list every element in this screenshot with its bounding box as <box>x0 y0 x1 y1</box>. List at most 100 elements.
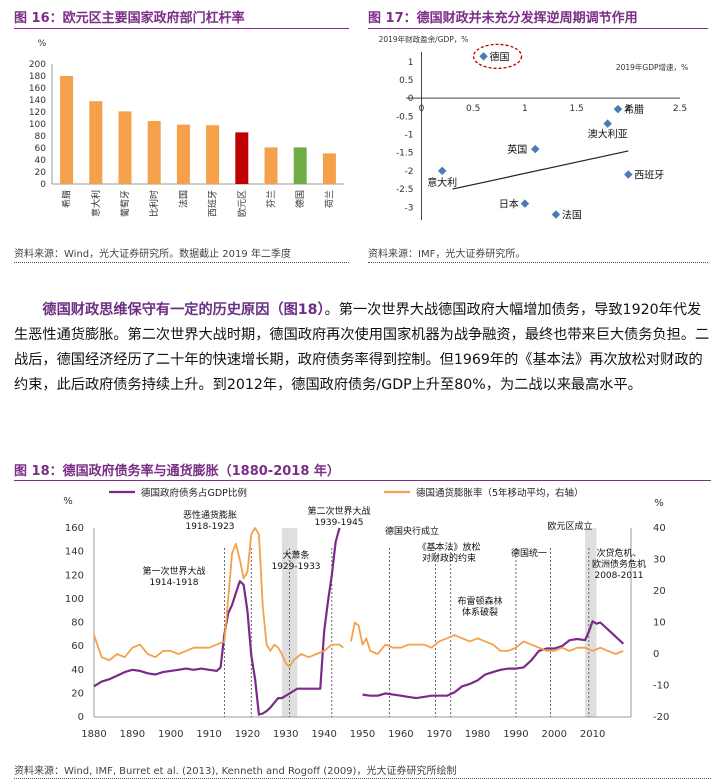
fig18-annotation: 1914-1918 <box>149 578 198 588</box>
fig17-y-tick: -2 <box>405 167 414 177</box>
fig17-y-tick: -0.5 <box>396 112 414 122</box>
fig16-bar-5 <box>176 124 190 184</box>
fig18-x-tick: 1970 <box>426 729 451 740</box>
fig16-bar-6 <box>206 125 220 184</box>
fig16-y-tick: 120 <box>29 108 46 118</box>
fig18-annotation: 1918-1923 <box>185 522 234 532</box>
fig16-y-tick: 80 <box>35 132 47 142</box>
fig17-y-tick: 0.5 <box>399 76 413 86</box>
fig16-category-label: 欧元区 <box>236 190 248 217</box>
fig17-point-1 <box>479 52 488 61</box>
fig18-annotation: 恶性通货膨胀 <box>183 509 237 521</box>
paragraph-lead: 德国财政思维保守有一定的历史原因（图18） <box>42 302 325 318</box>
fig17-point-label: 法国 <box>562 209 582 222</box>
fig17-point-label: 德国 <box>490 50 510 63</box>
fig16-y-tick: 160 <box>29 84 46 94</box>
fig18-x-tick: 1920 <box>235 729 260 740</box>
fig18-shaded-period-1 <box>281 528 298 717</box>
fig16-bar-8 <box>264 147 278 184</box>
fig16-category-label: 希腊 <box>61 190 73 208</box>
fig18-title: 图 18：德国政府债务率与通货膨胀（1880-2018 年） <box>14 464 340 479</box>
fig17-x-tick: 1 <box>522 104 528 114</box>
fig18-annotation: 布雷顿森林 <box>457 595 502 607</box>
fig17-source-rule <box>368 262 708 264</box>
fig18-x-tick: 1950 <box>350 729 375 740</box>
fig18-source-rule <box>14 778 711 780</box>
fig17-x-tick: 2.5 <box>673 104 687 114</box>
fig18-annotation: 体系破裂 <box>462 606 498 618</box>
fig16-bar-2 <box>89 101 103 184</box>
fig17-point-label: 意大利 <box>427 176 457 189</box>
fig17-title-rule <box>368 28 708 29</box>
fig16-y-tick: 200 <box>29 60 46 70</box>
fig16-category-label: 西班牙 <box>207 190 219 217</box>
fig17-point-5 <box>437 166 447 176</box>
fig18-right-tick: -10 <box>653 681 669 692</box>
fig16-y-unit: % <box>38 39 47 49</box>
fig18-left-tick: 140 <box>65 547 84 558</box>
fig18-x-tick: 1880 <box>81 729 106 740</box>
fig18-annotation: 德国统一 <box>511 547 547 559</box>
fig17-y-tick: -2.5 <box>396 185 414 195</box>
fig16-bar-3 <box>118 111 132 184</box>
fig18-annotation: 1929-1933 <box>271 562 320 572</box>
fig16-y-tick: 60 <box>35 144 47 154</box>
fig18-left-tick: 20 <box>71 688 84 699</box>
fig18-annotation: 欧洲债务危机 <box>592 558 646 570</box>
paragraph-body: 。第一次世界大战德国政府大幅增加债务，导致1920年代发生恶性通货膨胀。第二次世… <box>14 302 710 393</box>
fig17-point-label: 英国 <box>507 143 527 156</box>
fig18-right-tick: 40 <box>653 523 666 534</box>
fig18-left-tick: 60 <box>71 641 84 652</box>
fig18-right-tick: 0 <box>653 649 659 660</box>
fig18-left-tick: 80 <box>71 618 84 629</box>
fig18-left-tick: 0 <box>78 712 84 723</box>
fig18-series-1-line <box>93 527 625 716</box>
fig17-point-4 <box>531 144 540 154</box>
fig17-point-label: 希腊 <box>624 103 644 116</box>
fig17-source: 资料来源：IMF，光大证券研究所。 <box>368 249 526 260</box>
fig17-point-label: 澳大利亚 <box>588 128 628 141</box>
fig18-x-tick: 1960 <box>388 729 413 740</box>
fig17-point-label: 西班牙 <box>634 170 664 182</box>
fig17-scatter-chart: 1 0.5 0 -0.5 -1 -1.5 -2 -2.5 -3 0 0.5 1 1.5 2 2.5 2019年… <box>379 34 689 222</box>
fig16-bar-1 <box>60 76 74 184</box>
fig18-annotation: 大萧条 <box>282 549 309 561</box>
fig17-highlight-ellipse <box>472 43 523 70</box>
fig17-y-tick: -3 <box>405 203 414 213</box>
fig18-right-tick: -20 <box>653 712 669 723</box>
fig16-y-tick: 180 <box>29 72 46 82</box>
fig18-x-tick: 2010 <box>580 729 605 740</box>
fig16-title: 图 16：欧元区主要国家政府部门杠杆率 <box>14 11 245 26</box>
fig17-y-tick: -1 <box>405 131 414 141</box>
fig16-category-label: 意大利 <box>90 190 102 217</box>
fig18-title-rule <box>14 480 711 481</box>
fig16-y-tick: 0 <box>40 180 46 190</box>
fig16-category-label: 芬兰 <box>265 190 277 208</box>
fig17-point-6 <box>624 170 633 179</box>
fig18-annotation: 《基本法》放松 <box>417 541 480 553</box>
fig18-annotation: 对财政的约束 <box>422 552 476 564</box>
fig17-point-7 <box>520 199 530 208</box>
fig16-y-tick: 20 <box>35 168 47 178</box>
fig18-legend-label: 德国通货膨胀率（5年移动平均，右轴） <box>416 487 584 499</box>
fig17-point-2 <box>613 104 623 114</box>
fig18-annotation: 欧元区成立 <box>547 520 592 532</box>
fig16-y-tick: 40 <box>35 156 47 166</box>
fig16-category-label: 葡萄牙 <box>119 190 131 217</box>
fig18-line-chart: 0 20 40 60 80 100 120 140 160 -20 -10 0 10 20 30 40% % 18… <box>63 487 669 740</box>
fig18-x-tick: 1910 <box>196 729 221 740</box>
fig18-annotation: 1939-1945 <box>314 518 363 528</box>
fig18-left-unit: % <box>63 496 73 507</box>
fig18-left-tick: 120 <box>65 570 84 581</box>
fig18-right-tick: 20 <box>653 586 666 597</box>
fig17-x-label: 2019年GDP增速，% <box>616 62 688 72</box>
fig18-annotation: 次贷危机、 <box>596 547 641 559</box>
fig18-x-tick: 1930 <box>273 729 298 740</box>
fig17-point-3 <box>603 119 612 128</box>
fig16-source: 资料来源：Wind，光大证券研究所。数据截止 2019 年二季度 <box>14 249 291 260</box>
fig17-y-tick: 1 <box>408 58 414 68</box>
fig18-right-tick: 30 <box>653 555 666 566</box>
fig16-bar-7 <box>235 132 249 184</box>
fig18-x-tick: 1890 <box>120 729 145 740</box>
fig18-x-tick: 1900 <box>158 729 183 740</box>
